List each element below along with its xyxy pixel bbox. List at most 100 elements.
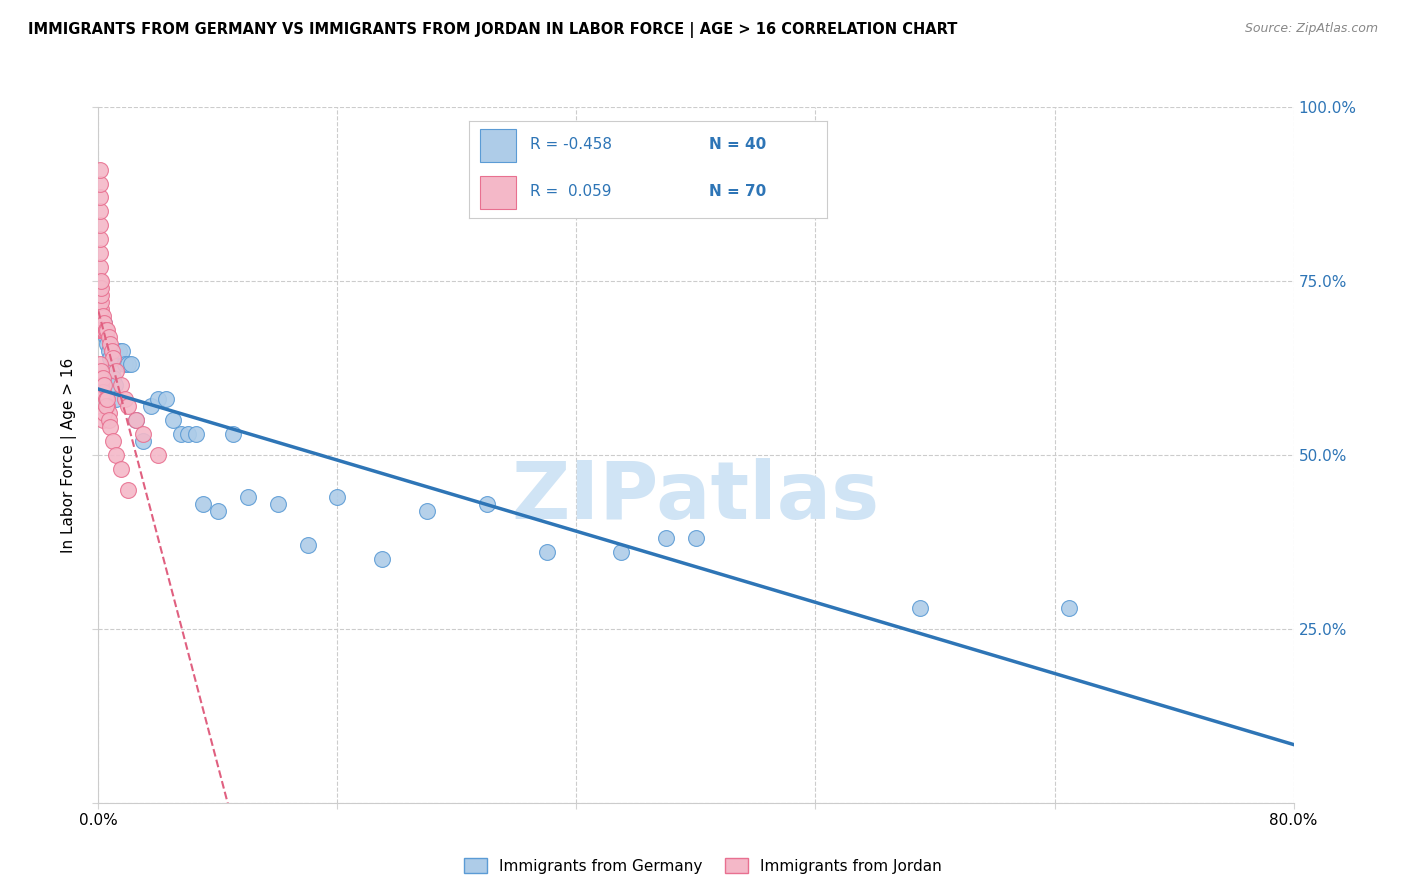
Point: [222, 427, 245, 442]
Point: [103, 434, 125, 448]
Point: [93, 323, 115, 337]
Point: [96, 392, 118, 407]
Point: [91, 316, 114, 330]
Point: [100, 420, 122, 434]
Point: [90, 323, 112, 337]
Text: Source: ZipAtlas.com: Source: ZipAtlas.com: [1244, 22, 1378, 36]
Point: [110, 378, 132, 392]
Point: [96, 323, 118, 337]
Point: [655, 532, 678, 546]
Point: [90, 301, 112, 316]
Point: [148, 448, 170, 462]
Point: [89, 274, 111, 288]
Point: [94, 323, 117, 337]
Point: [169, 427, 191, 442]
Point: [89, 301, 111, 316]
Point: [89, 323, 111, 337]
Point: [103, 371, 125, 385]
Point: [89, 190, 111, 204]
Point: [100, 351, 122, 365]
Point: [93, 316, 115, 330]
Point: [96, 399, 118, 413]
Point: [89, 371, 111, 385]
Point: [89, 260, 111, 274]
Point: [89, 358, 111, 372]
Point: [89, 246, 111, 260]
Point: [326, 490, 349, 504]
Point: [90, 274, 112, 288]
Point: [94, 323, 117, 337]
Point: [371, 552, 394, 566]
Point: [91, 323, 114, 337]
Point: [97, 343, 120, 358]
Point: [91, 323, 114, 337]
Point: [90, 364, 112, 378]
Point: [103, 351, 125, 365]
Point: [94, 392, 117, 407]
Point: [120, 358, 142, 372]
Point: [100, 336, 122, 351]
Point: [93, 378, 115, 392]
Point: [90, 281, 112, 295]
Text: IMMIGRANTS FROM GERMANY VS IMMIGRANTS FROM JORDAN IN LABOR FORCE | AGE > 16 CORR: IMMIGRANTS FROM GERMANY VS IMMIGRANTS FR…: [28, 22, 957, 38]
Y-axis label: In Labor Force | Age > 16: In Labor Force | Age > 16: [60, 358, 77, 552]
Point: [132, 427, 155, 442]
Point: [90, 323, 112, 337]
Point: [184, 427, 207, 442]
Point: [89, 162, 111, 177]
Point: [104, 378, 127, 392]
Point: [110, 462, 132, 476]
Point: [139, 399, 162, 413]
Point: [155, 392, 177, 407]
Point: [89, 323, 111, 337]
Point: [1059, 601, 1081, 615]
Point: [117, 399, 139, 413]
Point: [610, 545, 633, 559]
Point: [132, 434, 155, 448]
Point: [93, 316, 115, 330]
Point: [91, 385, 114, 400]
Point: [105, 448, 128, 462]
Point: [89, 323, 111, 337]
Point: [685, 532, 707, 546]
Point: [90, 309, 112, 323]
Point: [536, 545, 558, 559]
Point: [91, 371, 114, 385]
Point: [89, 219, 111, 233]
Point: [148, 392, 170, 407]
Point: [91, 323, 114, 337]
Point: [89, 294, 111, 309]
Point: [89, 288, 111, 302]
Point: [90, 288, 112, 302]
Point: [177, 427, 200, 442]
Point: [125, 413, 148, 427]
Point: [97, 413, 120, 427]
Point: [114, 392, 136, 407]
Point: [94, 399, 117, 413]
Point: [117, 358, 139, 372]
Point: [90, 294, 112, 309]
Point: [96, 336, 118, 351]
Point: [94, 329, 117, 343]
Point: [89, 177, 111, 191]
Point: [89, 232, 111, 246]
Point: [117, 483, 139, 497]
Point: [297, 538, 319, 552]
Point: [191, 497, 214, 511]
Point: [236, 490, 259, 504]
Point: [111, 343, 134, 358]
Point: [89, 323, 111, 337]
Point: [89, 281, 111, 295]
Legend: Immigrants from Germany, Immigrants from Jordan: Immigrants from Germany, Immigrants from…: [458, 852, 948, 880]
Point: [91, 309, 114, 323]
Point: [416, 503, 439, 517]
Point: [90, 378, 112, 392]
Point: [89, 309, 111, 323]
Point: [89, 316, 111, 330]
Point: [90, 316, 112, 330]
Text: ZIPatlas: ZIPatlas: [512, 458, 880, 536]
Point: [267, 497, 290, 511]
Point: [101, 343, 124, 358]
Point: [105, 392, 128, 407]
Point: [475, 497, 498, 511]
